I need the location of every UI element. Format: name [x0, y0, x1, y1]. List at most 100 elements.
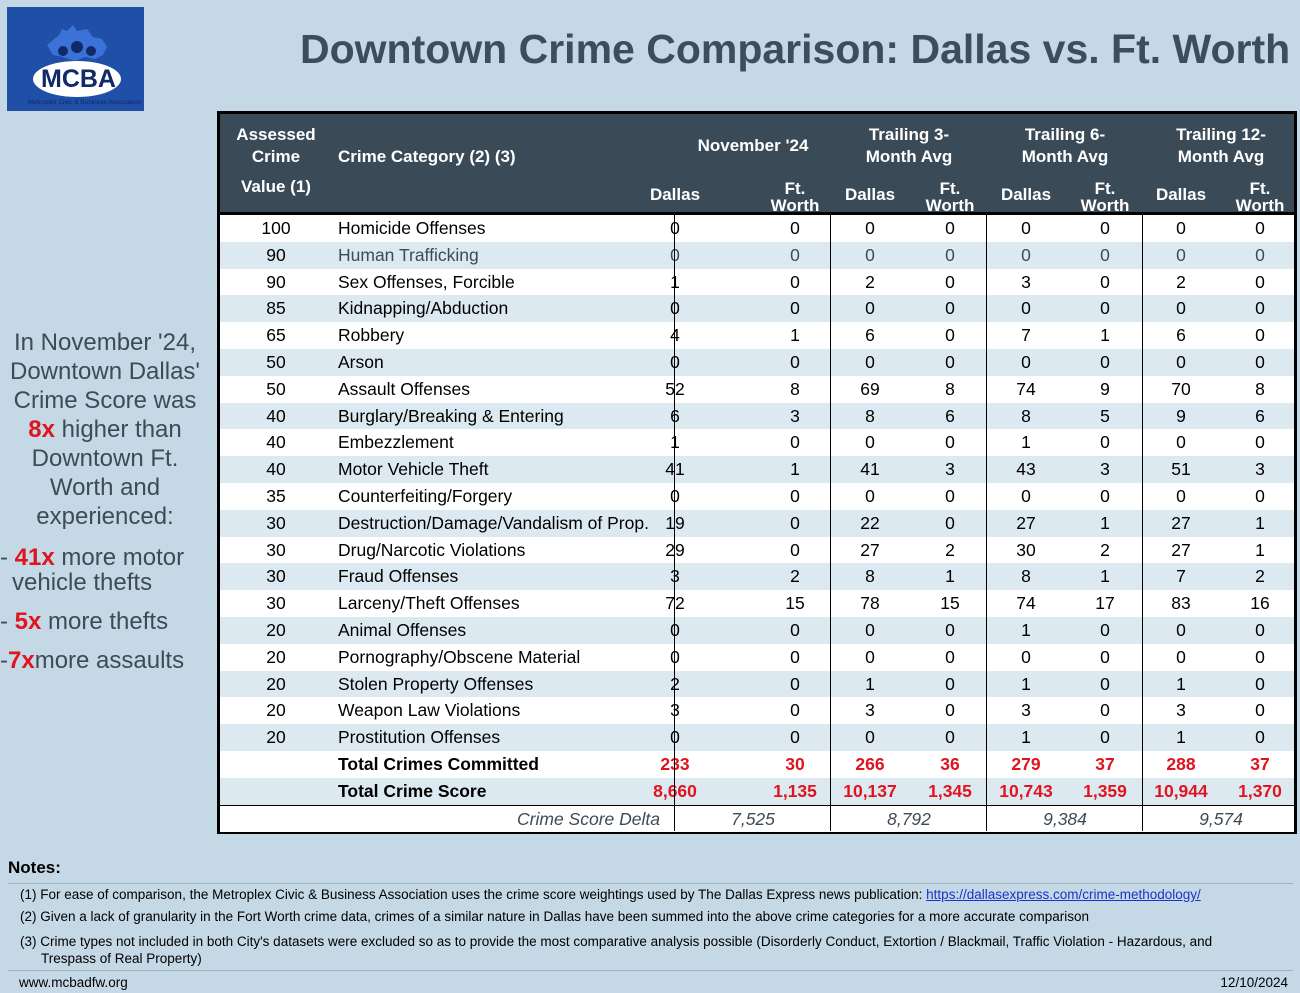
cell-ftworth: 0 [1255, 271, 1265, 292]
cell-category: Embezzlement [338, 432, 454, 453]
table-row: 100 Homicide Offenses 0 0 0 0 0 0 0 0 [220, 215, 1294, 242]
delta-value: 8,792 [887, 808, 931, 829]
footer-website: www.mcbadfw.org [19, 975, 128, 990]
cell-dallas: 0 [1021, 298, 1031, 319]
summary-line: Worth and [49, 474, 161, 501]
cell-category: Drug/Narcotic Violations [338, 539, 526, 560]
cell-ftworth: 0 [1100, 244, 1110, 265]
cell-dallas: 266 [855, 754, 885, 774]
cell-ftworth: 36 [940, 754, 960, 774]
cell-ftworth: 0 [945, 727, 955, 748]
cell-crime-value: 40 [266, 405, 286, 426]
cell-ftworth: 2 [1255, 566, 1265, 587]
cell-dallas: 0 [865, 646, 875, 667]
cell-ftworth: 17 [1095, 593, 1115, 614]
cell-ftworth: 0 [1100, 673, 1110, 694]
cell-ftworth: 0 [945, 646, 955, 667]
table-row: 20 Prostitution Offenses 0 0 0 0 1 0 1 0 [220, 724, 1294, 751]
cell-dallas: 0 [1021, 352, 1031, 372]
cell-dallas: 19 [665, 512, 685, 533]
cell-dallas: 0 [865, 432, 875, 453]
cell-dallas: 1 [1176, 727, 1186, 748]
table-row: 20 Animal Offenses 0 0 0 0 1 0 0 0 [220, 617, 1294, 644]
methodology-link[interactable]: https://dallasexpress.com/crime-methodol… [926, 887, 1201, 902]
page-title: Downtown Crime Comparison: Dallas vs. Ft… [300, 26, 1291, 72]
cell-crime-value: 40 [266, 432, 286, 453]
cell-dallas: 0 [1176, 620, 1186, 640]
table-row: 50 Arson 0 0 0 0 0 0 0 0 [220, 349, 1294, 376]
cell-dallas: 0 [635, 349, 715, 376]
cell-category: Total Crimes Committed [338, 754, 539, 774]
cell-ftworth: 1,345 [928, 780, 972, 801]
cell-ftworth: 8 [790, 378, 800, 399]
cell-dallas: 1 [1176, 673, 1186, 694]
cell-ftworth: 0 [945, 244, 955, 265]
summary-line: 8x higher than [0, 415, 210, 444]
cell-crime-value: 50 [266, 378, 286, 399]
cell-ftworth: 3 [1100, 459, 1110, 480]
cell-ftworth: 0 [1255, 673, 1265, 694]
cell-dallas: 3 [865, 700, 875, 721]
notes-heading: Notes: [8, 858, 61, 877]
table-row: 40 Embezzlement 1 0 0 0 1 0 0 0 [220, 429, 1294, 457]
delta-divider [220, 804, 1294, 806]
cell-dallas: 4 [635, 322, 715, 349]
cell-dallas: 0 [1176, 298, 1186, 319]
cell-ftworth: 0 [790, 727, 800, 748]
note-1: (1) For ease of comparison, the Metrople… [20, 887, 1201, 902]
bullet-thefts: - 5x more thefts [0, 609, 210, 634]
cell-ftworth: 0 [790, 352, 800, 372]
delta-value: 9,574 [1199, 808, 1243, 829]
cell-ftworth: 6 [1255, 405, 1265, 426]
cell-category: Destruction/Damage/Vandalism of Prop. [338, 512, 649, 533]
cell-dallas: 10,944 [1154, 780, 1208, 801]
cell-ftworth: 0 [790, 486, 800, 506]
total-row: Total Crimes Committed 233 30 266 36 279 37 288… [220, 751, 1294, 778]
cell-ftworth: 2 [790, 566, 800, 587]
cell-category: Larceny/Theft Offenses [338, 593, 520, 614]
notes-section: Notes: [8, 858, 1293, 884]
cell-crime-value: 30 [266, 593, 286, 614]
cell-ftworth: 15 [940, 593, 960, 614]
cell-dallas: 1 [635, 269, 715, 296]
cell-ftworth: 0 [790, 271, 800, 292]
header-period: Trailing 6- Month Avg [1021, 125, 1109, 166]
cell-dallas: 0 [635, 295, 715, 322]
summary-text: In November '24, Downtown Dallas' Crime … [0, 328, 210, 531]
cell-dallas: 29 [665, 539, 685, 560]
cell-category: Burglary/Breaking & Entering [338, 405, 564, 426]
cell-dallas: 8 [865, 566, 875, 587]
cell-ftworth: 0 [945, 432, 955, 453]
cell-dallas: 1 [1021, 727, 1031, 748]
summary-sidebar: In November '24, Downtown Dallas' Crime … [0, 328, 210, 673]
header-category: Crime Category (2) (3) [338, 147, 516, 166]
cell-category: Total Crime Score [338, 780, 487, 801]
cell-category: Human Trafficking [338, 244, 479, 265]
cell-dallas: 0 [1176, 244, 1186, 265]
summary-line: experienced: [36, 503, 174, 530]
cell-dallas: 22 [860, 512, 880, 533]
cell-ftworth: 0 [1255, 620, 1265, 640]
cell-dallas: 70 [1171, 378, 1191, 399]
cell-ftworth: 1 [1100, 566, 1110, 587]
cell-ftworth: 0 [790, 218, 800, 238]
cell-dallas: 0 [865, 620, 875, 640]
table-row: 90 Human Trafficking 0 0 0 0 0 0 0 0 [220, 241, 1294, 269]
cell-category: Prostitution Offenses [338, 727, 501, 748]
header-period: Trailing 3- Month Avg [865, 125, 953, 166]
table-row: 35 Counterfeiting/Forgery 0 0 0 0 0 0 0 0 [220, 483, 1294, 510]
cell-dallas: 3 [635, 563, 715, 590]
cell-category: Pornography/Obscene Material [338, 646, 581, 667]
cell-ftworth: 0 [790, 244, 800, 265]
cell-ftworth: 1 [1255, 539, 1265, 560]
cell-dallas: 51 [1171, 459, 1191, 480]
cell-dallas: 43 [1016, 459, 1036, 480]
cell-ftworth: 16 [1250, 593, 1270, 614]
cell-crime-value: 85 [266, 298, 286, 319]
cell-dallas: 2 [1176, 271, 1186, 292]
cell-category: Weapon Law Violations [338, 700, 521, 721]
summary-line: Downtown Ft. [31, 445, 179, 472]
cell-category: Homicide Offenses [338, 218, 486, 238]
cell-dallas: 0 [635, 483, 715, 510]
notes-divider [8, 883, 1293, 884]
